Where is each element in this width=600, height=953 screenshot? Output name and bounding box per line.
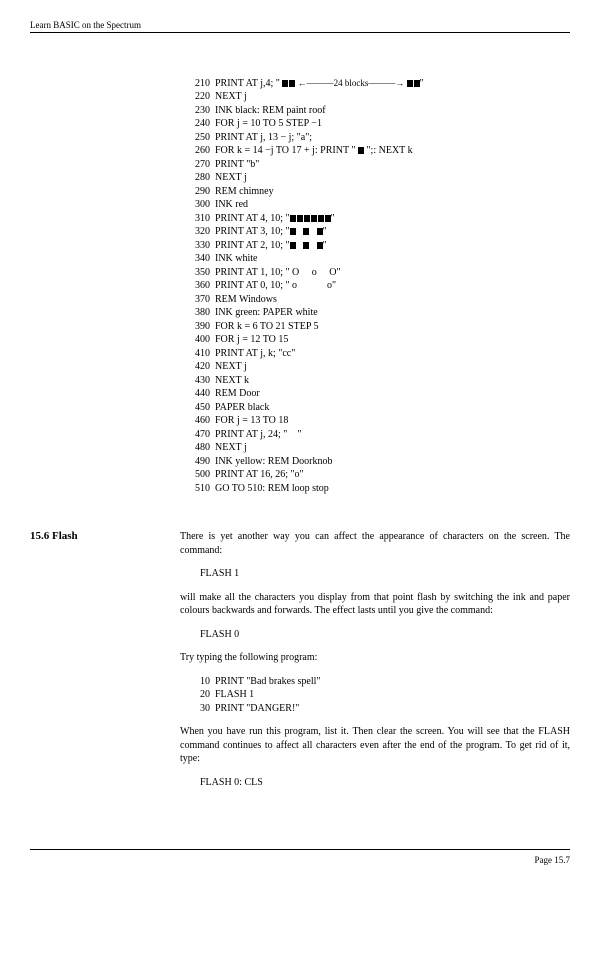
paragraph: When you have run this program, list it.… — [180, 725, 570, 766]
code-line: 230 INK black: REM paint roof — [190, 105, 326, 116]
command-example: FLASH 1 — [200, 567, 570, 581]
code-line: 280 NEXT j — [190, 172, 247, 183]
section-heading: 15.6 Flash — [30, 530, 180, 799]
paragraph: Try typing the following program: — [180, 651, 570, 665]
code-line: 460 FOR j = 13 TO 18 — [190, 415, 288, 426]
code-line: 240 FOR j = 10 TO 5 STEP −1 — [190, 118, 322, 129]
book-title: Learn BASIC on the Spectrum — [30, 20, 141, 30]
paragraph: will make all the characters you display… — [180, 591, 570, 618]
code-line: 390 FOR k = 6 TO 21 STEP 5 — [190, 321, 319, 332]
code-line: 510 GO TO 510: REM loop stop — [190, 483, 329, 494]
code-line: 350 PRINT AT 1, 10; " O o O" — [190, 267, 341, 278]
section-body: There is yet another way you can affect … — [180, 530, 570, 799]
code-line: 370 REM Windows — [190, 294, 277, 305]
code-line: 220 NEXT j — [190, 91, 247, 102]
paragraph: There is yet another way you can affect … — [180, 530, 570, 557]
command-example: FLASH 0: CLS — [200, 776, 570, 790]
code-line: 320 PRINT AT 3, 10; " " — [190, 226, 327, 237]
code-line: 290 REM chimney — [190, 186, 274, 197]
code-line: 300 INK red — [190, 199, 248, 210]
page-footer: Page 15.7 — [30, 849, 570, 865]
code-line: 210 PRINT AT j,4; " ←———24 blocks———→ " — [190, 78, 424, 89]
command-example: FLASH 0 — [200, 628, 570, 642]
code-line: 440 REM Door — [190, 388, 260, 399]
code-line: 470 PRINT AT j, 24; " " — [190, 429, 301, 440]
code-line: 260 FOR k = 14 −j TO 17 + j: PRINT " ";:… — [190, 145, 413, 156]
code-listing-1: 210 PRINT AT j,4; " ←———24 blocks———→ " … — [190, 63, 570, 495]
code-line: 490 INK yellow: REM Doorknob — [190, 456, 333, 467]
page: Learn BASIC on the Spectrum 210 PRINT AT… — [0, 0, 600, 885]
code-line: 330 PRINT AT 2, 10; " " — [190, 240, 327, 251]
page-header: Learn BASIC on the Spectrum — [30, 20, 570, 33]
code-line: 10 PRINT "Bad brakes spell" — [200, 676, 320, 687]
code-line: 420 NEXT j — [190, 361, 247, 372]
code-line: 450 PAPER black — [190, 402, 269, 413]
code-line: 410 PRINT AT j, k; "cc" — [190, 348, 295, 359]
section-flash: 15.6 Flash There is yet another way you … — [30, 530, 570, 799]
code-line: 20 FLASH 1 — [200, 689, 254, 700]
code-line: 270 PRINT "b" — [190, 159, 259, 170]
program-listing: 10 PRINT "Bad brakes spell" 20 FLASH 1 3… — [200, 675, 570, 716]
code-line: 340 INK white — [190, 253, 258, 264]
code-line: 480 NEXT j — [190, 442, 247, 453]
code-line: 250 PRINT AT j, 13 − j; "a"; — [190, 132, 312, 143]
code-line: 430 NEXT k — [190, 375, 249, 386]
code-line: 310 PRINT AT 4, 10; "" — [190, 213, 335, 224]
code-line: 380 INK green: PAPER white — [190, 307, 318, 318]
code-line: 360 PRINT AT 0, 10; " o o" — [190, 280, 336, 291]
code-line: 500 PRINT AT 16, 26; "o" — [190, 469, 304, 480]
code-line: 400 FOR j = 12 TO 15 — [190, 334, 288, 345]
page-number: Page 15.7 — [535, 855, 571, 865]
code-line: 30 PRINT "DANGER!" — [200, 703, 299, 714]
